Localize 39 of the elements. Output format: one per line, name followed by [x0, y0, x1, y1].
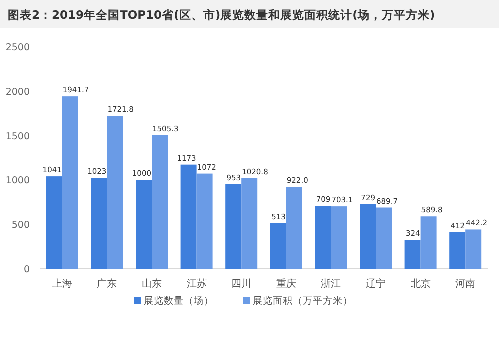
- bar: [420, 216, 437, 269]
- bar: [242, 178, 258, 269]
- x-tick-label: 河南: [456, 278, 476, 290]
- bar: [404, 240, 421, 269]
- bar: [91, 178, 108, 269]
- bar: [107, 116, 124, 269]
- bar: [152, 135, 168, 269]
- x-tick-label: 重庆: [276, 278, 296, 290]
- y-tick-label: 500: [12, 220, 30, 232]
- bar: [46, 176, 62, 269]
- bar: [286, 187, 302, 269]
- bar: [466, 230, 482, 269]
- y-tick-label: 2000: [6, 86, 30, 98]
- y-tick-label: 1500: [6, 131, 30, 142]
- bar: [136, 180, 152, 269]
- x-tick-label: 辽宁: [366, 278, 386, 290]
- bar: [360, 204, 376, 269]
- bar: [226, 184, 242, 269]
- x-tick-label: 山东: [142, 278, 162, 290]
- bar: [315, 206, 332, 269]
- bar: [62, 96, 78, 269]
- x-tick-label: 浙江: [321, 278, 342, 290]
- legend-label: 展览面积（万平方米）: [253, 295, 353, 307]
- x-tick-label: 广东: [97, 278, 118, 290]
- bar: [196, 174, 213, 269]
- bar: [376, 208, 392, 269]
- bar: [331, 206, 348, 269]
- bar: [450, 232, 466, 269]
- y-tick-label: 0: [24, 264, 30, 276]
- x-tick-label: 上海: [52, 278, 72, 290]
- legend-label: 展览数量（场）: [144, 295, 214, 307]
- y-tick-label: 2500: [6, 42, 30, 54]
- x-tick-label: 江苏: [186, 278, 207, 290]
- x-tick-label: 四川: [232, 278, 252, 290]
- x-tick-label: 北京: [410, 278, 431, 290]
- bar: [180, 164, 197, 269]
- chart-title: 图表2：2019年全国TOP10省(区、市)展览数量和展览面积统计(场，万平方米): [8, 8, 436, 22]
- bar: [270, 223, 286, 269]
- y-tick-label: 1000: [6, 176, 30, 187]
